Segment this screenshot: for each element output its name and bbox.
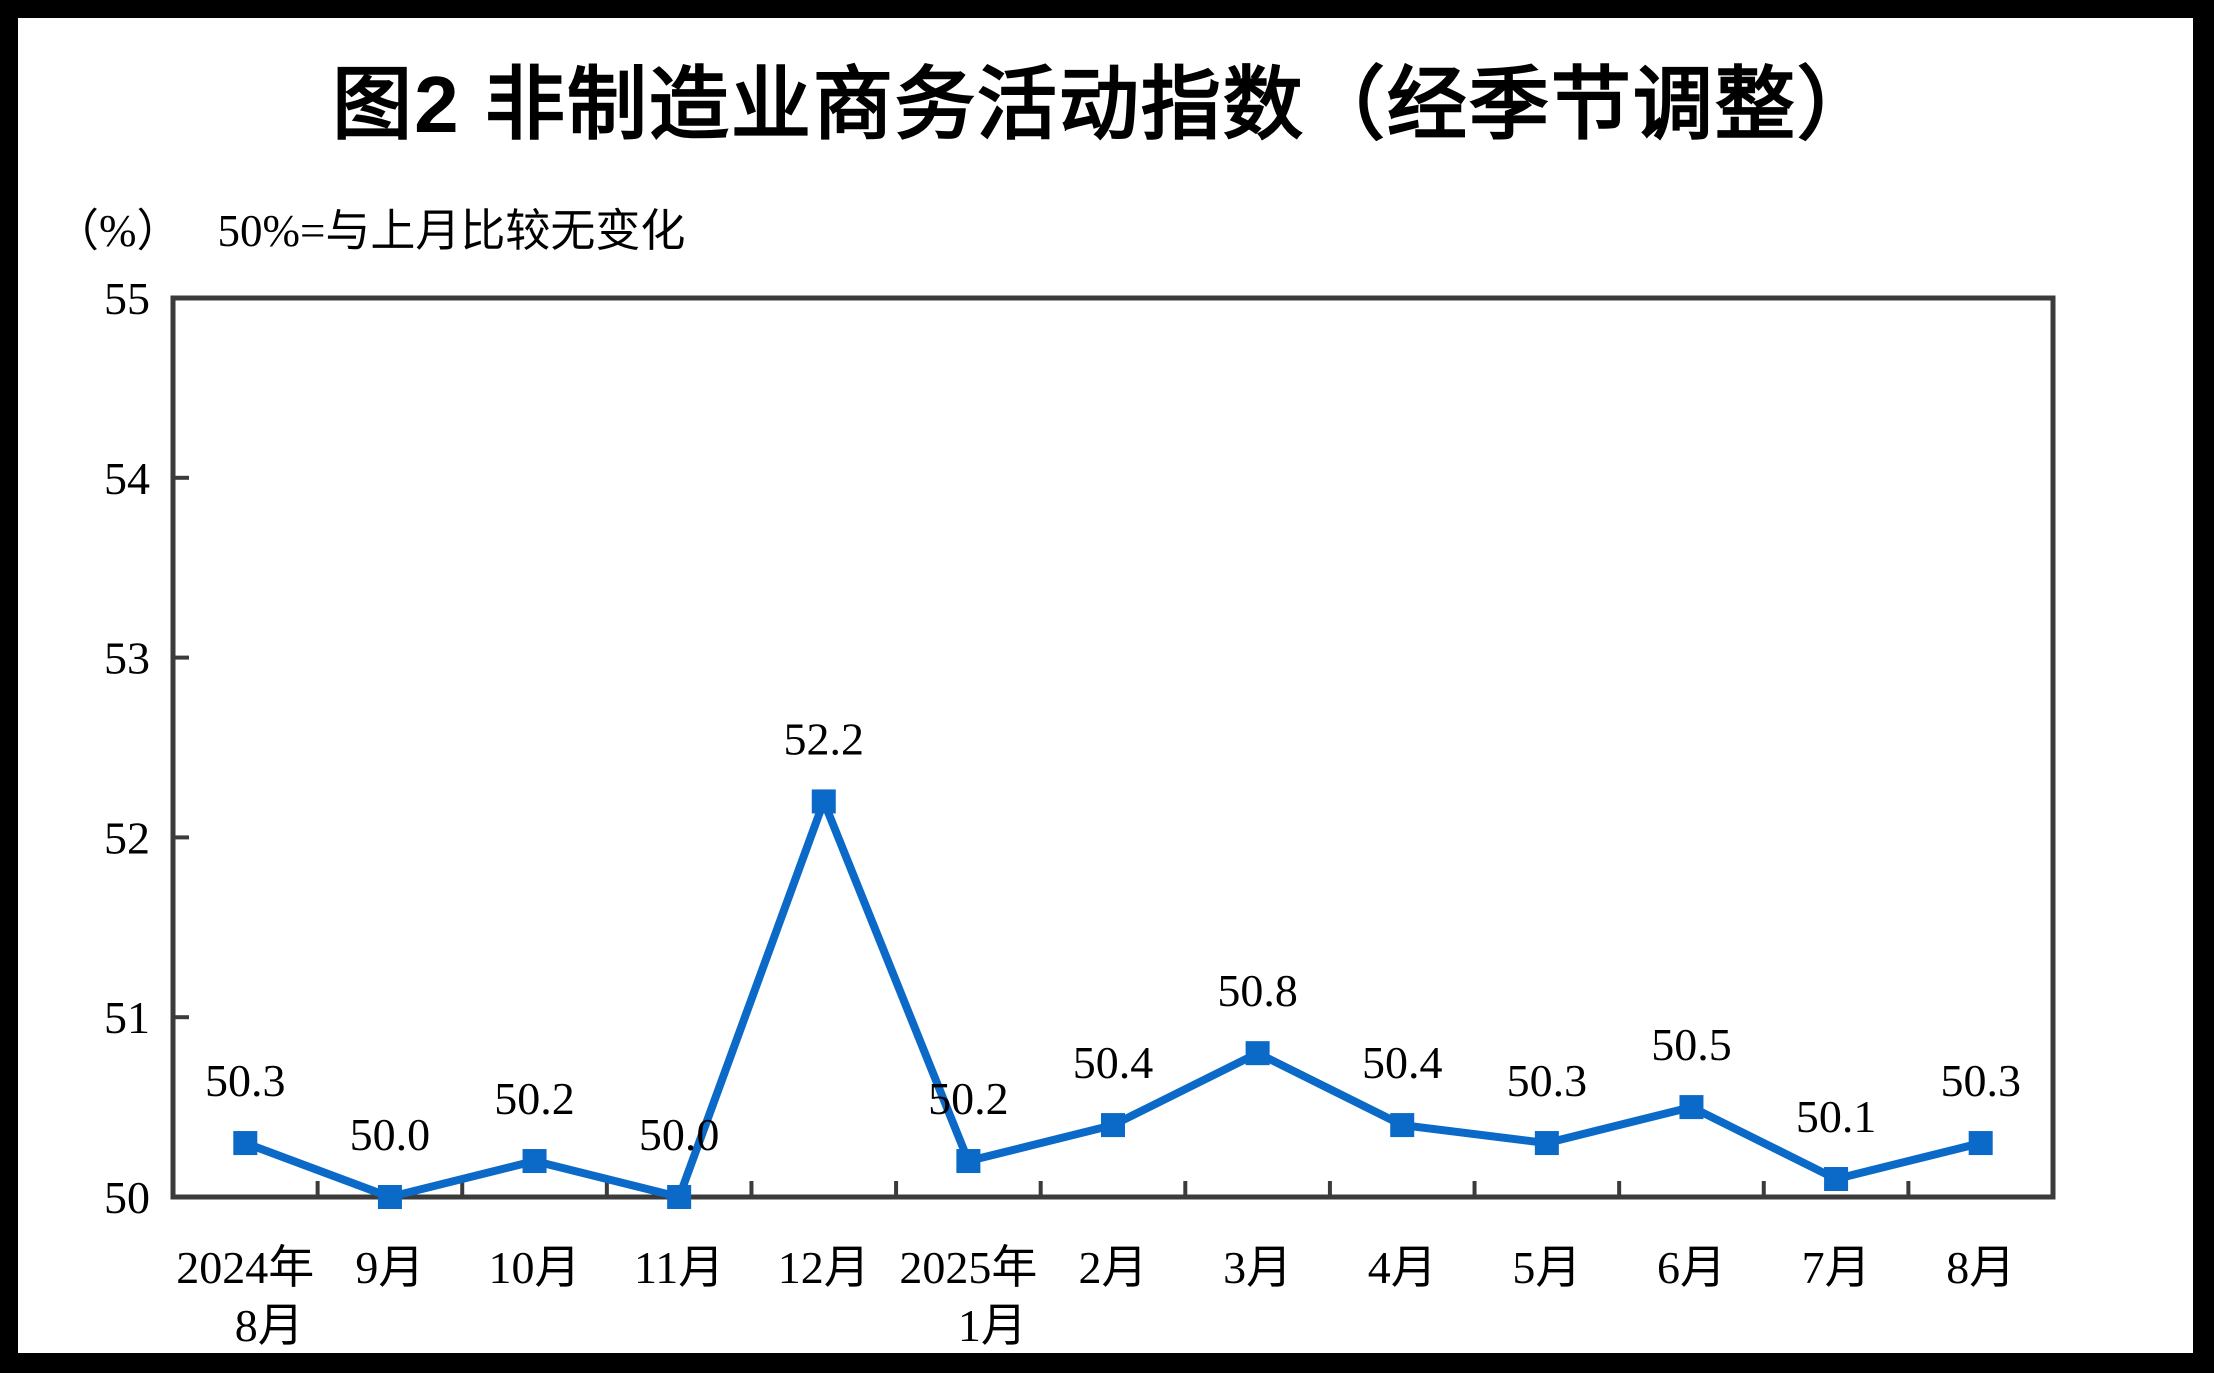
data-point-label: 50.3 [1507,1055,1588,1106]
chart-subtitle-row: （%） 50%=与上月比较无变化 [54,194,685,259]
x-axis-tick-label: 9月 [355,1242,424,1293]
y-axis-tick-label: 51 [104,992,150,1043]
data-point-label: 50.4 [1073,1037,1154,1088]
x-axis-tick-label: 7月 [1802,1242,1871,1293]
y-axis-tick-label: 54 [104,453,150,504]
x-axis-tick-label: 11月 [634,1242,724,1293]
data-point-label: 52.2 [784,713,865,764]
data-point-marker [1824,1167,1849,1192]
x-axis-tick-label: 2024年 [176,1242,314,1293]
x-axis-tick-label: 8月 [1946,1242,2015,1293]
x-axis-tick-label: 1月 [958,1300,1027,1351]
y-axis-tick-label: 52 [104,812,150,863]
data-point-label: 50.8 [1217,965,1298,1016]
data-point-marker [233,1131,258,1156]
data-point-marker [1245,1041,1270,1066]
x-axis-tick-label: 2025年 [899,1242,1037,1293]
chart-title: 图2 非制造业商务活动指数（经季节调整） [332,60,1879,149]
data-point-marker [811,789,836,814]
data-point-marker [522,1149,547,1174]
data-point-label: 50.5 [1651,1019,1732,1070]
chart-note: 50%=与上月比较无变化 [217,206,686,256]
x-axis-tick-label: 8月 [235,1300,304,1351]
index-line-series [243,790,1982,1202]
plot-frame [170,295,2056,1200]
data-point-marker [1679,1095,1704,1120]
x-axis-tick-label: 12月 [778,1242,870,1293]
data-point-label: 50.1 [1796,1091,1877,1142]
data-point-marker [956,1149,981,1174]
y-axis-tick-label: 55 [104,273,150,324]
data-point-marker [377,1185,402,1209]
data-point-marker [1968,1131,1993,1156]
x-axis-tick-label: 3月 [1223,1242,1292,1293]
data-point-marker [667,1185,692,1209]
data-point-marker [1390,1113,1415,1138]
x-axis-tick-label: 4月 [1368,1242,1437,1293]
data-point-label: 50.2 [928,1073,1009,1124]
data-point-label: 50.2 [494,1073,575,1124]
data-point-label: 50.0 [350,1109,431,1160]
data-point-label: 50.4 [1362,1037,1443,1088]
y-axis-unit-label: （%） [54,206,182,256]
x-axis-tick-label: 10月 [489,1242,581,1293]
x-axis-tick-label: 6月 [1657,1242,1726,1293]
data-point-label: 50.3 [205,1055,286,1106]
x-axis-tick-label: 2月 [1079,1242,1148,1293]
data-point-marker [1101,1113,1125,1138]
x-axis-tick-label: 5月 [1512,1242,1581,1293]
data-point-label: 50.3 [1940,1055,2021,1106]
data-point-label: 50.0 [639,1109,720,1160]
data-point-marker [1534,1131,1559,1156]
y-axis-tick-label: 50 [104,1172,150,1223]
y-axis-tick-label: 53 [104,633,150,684]
